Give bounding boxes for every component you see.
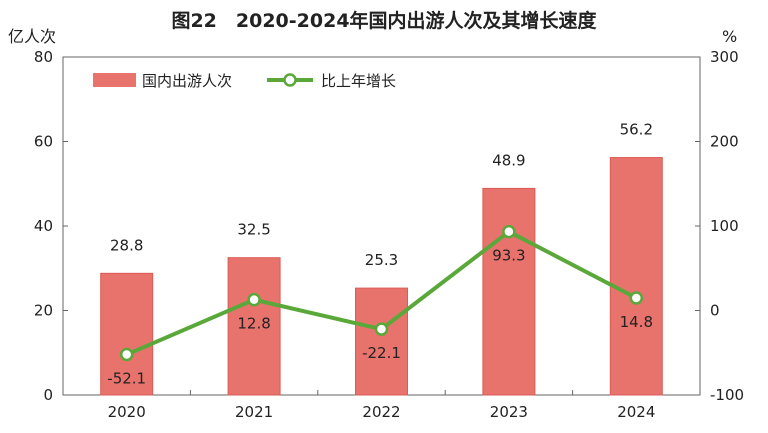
bar-2020 — [100, 272, 154, 396]
x-tick-label: 2020 — [108, 403, 146, 421]
y-right-axis: -100 0 100 200 300 — [695, 48, 744, 404]
x-tick-label: 2022 — [362, 403, 400, 421]
line-label-2023: 93.3 — [492, 247, 525, 265]
y-right-tick-label: -100 — [710, 386, 744, 404]
y-left-tick-label: 80 — [34, 48, 53, 66]
x-axis: 2020 2021 2022 2023 2024 — [108, 390, 701, 421]
line-label-2022: -22.1 — [362, 344, 401, 362]
line-point-2023 — [502, 224, 516, 239]
legend-label-line: 比上年增长 — [321, 72, 396, 90]
y-left-tick-label: 40 — [34, 217, 53, 235]
y-left-tick-label: 60 — [34, 133, 53, 151]
bar-2024 — [609, 157, 663, 396]
y-left-tick-label: 0 — [43, 386, 53, 404]
y-right-unit: % — [722, 27, 737, 46]
line-point-2024 — [629, 291, 644, 305]
legend: 国内出游人次 比上年增长 — [93, 72, 396, 90]
bar-label-2020: 28.8 — [110, 236, 143, 254]
x-tick-label: 2021 — [235, 403, 273, 421]
legend-swatch-bar — [93, 73, 136, 87]
y-right-tick-label: 100 — [710, 217, 739, 235]
line-point-2020 — [119, 347, 134, 362]
y-left-unit: 亿人次 — [8, 27, 56, 46]
y-right-tick-label: 300 — [710, 48, 739, 66]
y-left-tick-label: 20 — [34, 302, 53, 320]
line-label-2024: 14.8 — [620, 313, 653, 331]
y-left-axis: 0 20 40 60 80 — [34, 48, 68, 404]
bar-label-2021: 32.5 — [237, 221, 270, 239]
line-label-2020: -52.1 — [107, 370, 146, 388]
line-point-2021 — [247, 292, 261, 307]
bar-value-labels: 28.8 32.5 25.3 48.9 56.2 — [110, 121, 653, 270]
line-label-2021: 12.8 — [237, 315, 270, 333]
bar-label-2024: 56.2 — [620, 121, 653, 139]
line-series — [119, 224, 644, 362]
line-value-labels: -52.1 12.8 -22.1 93.3 14.8 — [107, 247, 653, 388]
x-tick-label: 2023 — [490, 403, 528, 421]
bar-2023 — [482, 187, 536, 396]
bar-label-2022: 25.3 — [365, 251, 398, 269]
legend-label-bar: 国内出游人次 — [142, 72, 232, 90]
bar-2021 — [227, 257, 281, 396]
x-tick-label: 2024 — [617, 403, 655, 421]
bar-label-2023: 48.9 — [492, 151, 525, 169]
chart-title: 图22 2020-2024年国内出游人次及其增长速度 — [171, 9, 597, 32]
legend-swatch-marker — [283, 73, 297, 87]
line-point-2022 — [374, 322, 389, 336]
bar-2022 — [355, 287, 408, 396]
y-right-tick-label: 200 — [710, 133, 739, 151]
y-right-tick-label: 0 — [710, 302, 720, 320]
bar-series — [100, 157, 663, 396]
